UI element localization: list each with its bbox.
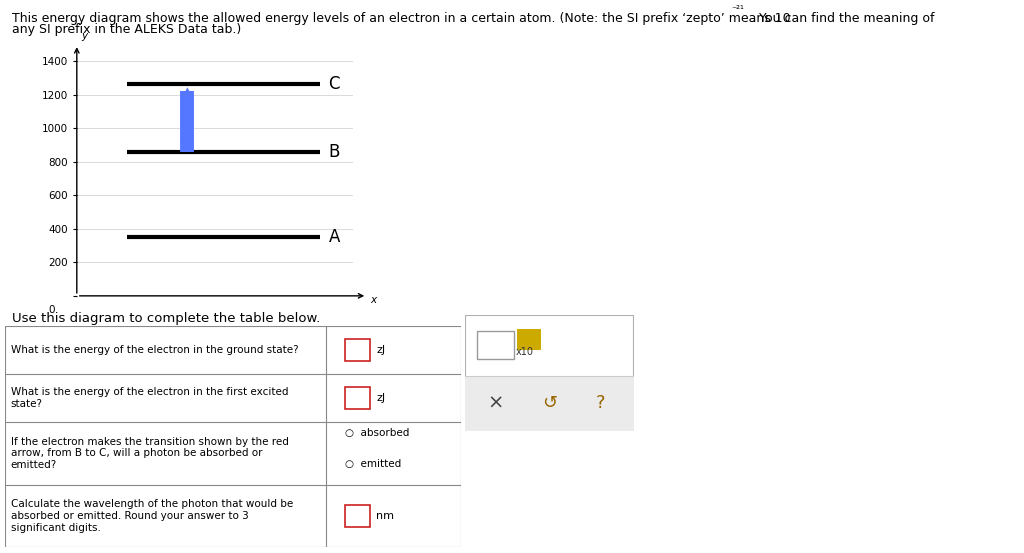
Bar (345, 387, 370, 409)
Text: . You can find the meaning of: . You can find the meaning of (751, 12, 934, 25)
Text: B: B (329, 143, 340, 160)
Text: ↺: ↺ (542, 394, 557, 413)
Text: $y$: $y$ (81, 30, 89, 43)
Text: What is the energy of the electron in the ground state?: What is the energy of the electron in th… (10, 345, 298, 355)
Text: Use this diagram to complete the table below.: Use this diagram to complete the table b… (12, 312, 321, 326)
Text: any SI prefix in the ALEKS Data tab.): any SI prefix in the ALEKS Data tab.) (12, 23, 242, 36)
Bar (465, 375, 634, 431)
Text: What is the energy of the electron in the first excited
state?: What is the energy of the electron in th… (10, 387, 288, 409)
Text: ⁻²¹: ⁻²¹ (731, 5, 744, 15)
Text: C: C (329, 76, 340, 93)
Text: Calculate the wavelength of the photon that would be
absorbed or emitted. Round : Calculate the wavelength of the photon t… (10, 499, 293, 533)
Text: ○  absorbed: ○ absorbed (345, 429, 409, 439)
Text: If the electron makes the transition shown by the red
arrow, from B to C, will a: If the electron makes the transition sho… (10, 437, 289, 470)
Bar (345, 505, 370, 527)
Text: zJ: zJ (377, 345, 386, 355)
Bar (517, 329, 541, 350)
Text: ○  emitted: ○ emitted (345, 460, 400, 469)
Text: zJ: zJ (377, 393, 386, 403)
Text: ?: ? (595, 394, 605, 413)
Bar (477, 331, 514, 359)
Text: 0: 0 (48, 305, 54, 315)
Text: x10: x10 (516, 347, 534, 357)
Text: nm: nm (377, 511, 394, 521)
Text: A: A (329, 228, 340, 246)
Bar (345, 339, 370, 361)
Text: This energy diagram shows the allowed energy levels of an electron in a certain : This energy diagram shows the allowed en… (12, 12, 791, 25)
Text: $x$: $x$ (370, 295, 379, 305)
Text: ×: × (487, 394, 504, 413)
